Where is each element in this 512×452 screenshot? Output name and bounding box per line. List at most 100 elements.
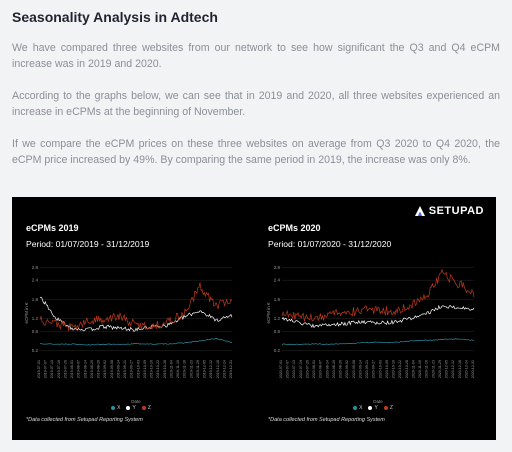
x-tick-label: 2019-11-04 xyxy=(169,360,173,378)
charts-panel: SETUPAD eCPMs 2019 Period: 01/07/2019 - … xyxy=(12,197,496,440)
x-tick-label: 2019-08-26 xyxy=(97,360,101,378)
x-tick-label: 2019-10-09 xyxy=(143,360,147,378)
series-line-y xyxy=(281,304,475,329)
x-tick-label: 2019-11-23 xyxy=(189,360,193,378)
x-tick-label: 2019-08-14 xyxy=(83,360,87,378)
chart-legend: X Y Z xyxy=(264,405,482,411)
x-tick-label: 2019-07-13 xyxy=(50,360,54,378)
x-tick-label: 2020-10-03 xyxy=(378,360,382,378)
y-tick-label: 2.4 xyxy=(274,278,281,283)
chart-period: Period: 01/07/2019 - 31/12/2019 xyxy=(26,239,150,249)
x-tick-label: 2019-11-10 xyxy=(176,360,180,378)
x-tick-label: 2019-09-02 xyxy=(103,360,107,378)
y-tick-label: 1.8 xyxy=(32,297,39,302)
x-tick-label: 2020-07-26 xyxy=(305,360,309,378)
legend-item-y: Y xyxy=(126,405,136,411)
x-tick-label: 2019-10-16 xyxy=(150,360,154,378)
x-tick-label: 2019-08-07 xyxy=(77,360,81,378)
x-tick-label: 2020-10-16 xyxy=(392,360,396,378)
x-tick-label: 2019-10-03 xyxy=(136,360,140,378)
x-tick-label: 2020-09-02 xyxy=(345,360,349,378)
series-line-z xyxy=(39,282,233,332)
x-tick-label: 2019-07-26 xyxy=(63,360,67,378)
x-tick-label: 2020-07-07 xyxy=(286,360,290,378)
brand-logo: SETUPAD xyxy=(414,205,484,217)
legend-item-x: X xyxy=(353,405,362,411)
x-tick-label: 2019-09-21 xyxy=(123,360,127,378)
x-tick-label: 2019-09-27 xyxy=(130,360,134,378)
chart-period: Period: 01/07/2020 - 31/12/2020 xyxy=(268,239,392,249)
x-axis-label: Date xyxy=(373,399,383,404)
intro-paragraph: We have compared three websites from our… xyxy=(12,42,500,70)
x-tick-label: 2020-12-12 xyxy=(451,360,455,378)
x-tick-label: 2020-08-14 xyxy=(325,360,329,378)
chart-2020: eCPMs 2020 Period: 01/07/2020 - 31/12/20… xyxy=(264,219,482,429)
legend-item-z: Z xyxy=(141,405,151,411)
chart-title: eCPMs 2019 xyxy=(26,223,79,233)
y-tick-label: 1.2 xyxy=(32,316,39,321)
y-tick-label: 0.8 xyxy=(32,329,39,334)
x-tick-label: 2020-09-21 xyxy=(365,360,369,378)
x-tick-label: 2020-12-31 xyxy=(471,360,475,378)
x-tick-label: 2020-11-16 xyxy=(425,360,429,378)
x-tick-label: 2019-11-16 xyxy=(183,360,187,378)
data-source-note: *Data collected from Setupad Reporting S… xyxy=(26,417,143,423)
comparison-paragraph: If we compare the eCPM prices on these t… xyxy=(12,138,500,166)
y-tick-label: 0.2 xyxy=(274,348,281,353)
x-tick-label: 2020-11-04 xyxy=(411,360,415,378)
x-tick-label: 2020-12-18 xyxy=(458,360,462,378)
series-line-y xyxy=(39,296,233,332)
y-axis-label: eCPM in € xyxy=(266,302,271,324)
x-tick-label: 2020-11-23 xyxy=(431,360,435,378)
x-tick-label: 2019-12-12 xyxy=(209,360,213,378)
findings-paragraph: According to the graphs below, we can se… xyxy=(12,90,500,118)
y-tick-label: 2.8 xyxy=(32,265,39,270)
x-tick-label: 2019-07-07 xyxy=(44,360,48,378)
x-tick-label: 2019-07-19 xyxy=(57,360,61,378)
x-tick-label: 2020-10-22 xyxy=(398,360,402,378)
y-axis-label: eCPM in € xyxy=(24,302,29,324)
legend-item-y: Y xyxy=(368,405,378,411)
x-tick-label: 2020-08-26 xyxy=(339,360,343,378)
x-tick-label: 2019-11-29 xyxy=(196,360,200,378)
x-tick-label: 2019-10-22 xyxy=(156,360,160,378)
x-tick-label: 2020-08-01 xyxy=(312,360,316,378)
x-tick-label: 2019-12-18 xyxy=(216,360,220,378)
chart-2019: eCPMs 2019 Period: 01/07/2019 - 31/12/20… xyxy=(22,219,240,429)
x-tick-label: 2019-08-01 xyxy=(70,360,74,378)
page-title: Seasonality Analysis in Adtech xyxy=(12,9,218,25)
y-tick-label: 1.2 xyxy=(274,316,281,321)
x-tick-label: 2019-12-05 xyxy=(203,360,207,378)
x-tick-label: 2020-09-08 xyxy=(352,360,356,378)
chart-legend: X Y Z xyxy=(22,405,240,411)
x-tick-label: 2020-12-24 xyxy=(464,360,468,378)
setupad-logo-icon xyxy=(414,206,425,216)
series-line-x xyxy=(281,338,475,346)
x-tick-label: 2019-07-01 xyxy=(37,360,41,378)
y-tick-label: 0.2 xyxy=(32,348,39,353)
legend-item-x: X xyxy=(111,405,120,411)
x-tick-label: 2020-07-13 xyxy=(292,360,296,378)
x-tick-label: 2020-11-10 xyxy=(418,360,422,378)
legend-item-z: Z xyxy=(383,405,393,411)
y-tick-label: 1.8 xyxy=(274,297,281,302)
x-tick-label: 2019-09-08 xyxy=(110,360,114,378)
x-tick-label: 2020-08-07 xyxy=(319,360,323,378)
x-tick-label: 2019-10-28 xyxy=(163,360,167,378)
y-tick-label: 0.8 xyxy=(274,329,281,334)
x-tick-label: 2019-08-20 xyxy=(90,360,94,378)
x-tick-label: 2019-09-14 xyxy=(116,360,120,378)
x-tick-label: 2020-07-01 xyxy=(279,360,283,378)
x-tick-label: 2020-12-05 xyxy=(445,360,449,378)
x-tick-label: 2020-10-28 xyxy=(405,360,409,378)
x-tick-label: 2020-08-20 xyxy=(332,360,336,378)
x-tick-label: 2020-11-29 xyxy=(438,360,442,378)
x-tick-label: 2020-10-09 xyxy=(385,360,389,378)
x-axis-label: Date xyxy=(131,399,141,404)
x-tick-label: 2020-09-14 xyxy=(358,360,362,378)
x-tick-label: 2019-12-31 xyxy=(229,360,233,378)
y-tick-label: 2.4 xyxy=(32,278,39,283)
x-tick-label: 2019-12-24 xyxy=(222,360,226,378)
x-tick-label: 2020-09-27 xyxy=(372,360,376,378)
